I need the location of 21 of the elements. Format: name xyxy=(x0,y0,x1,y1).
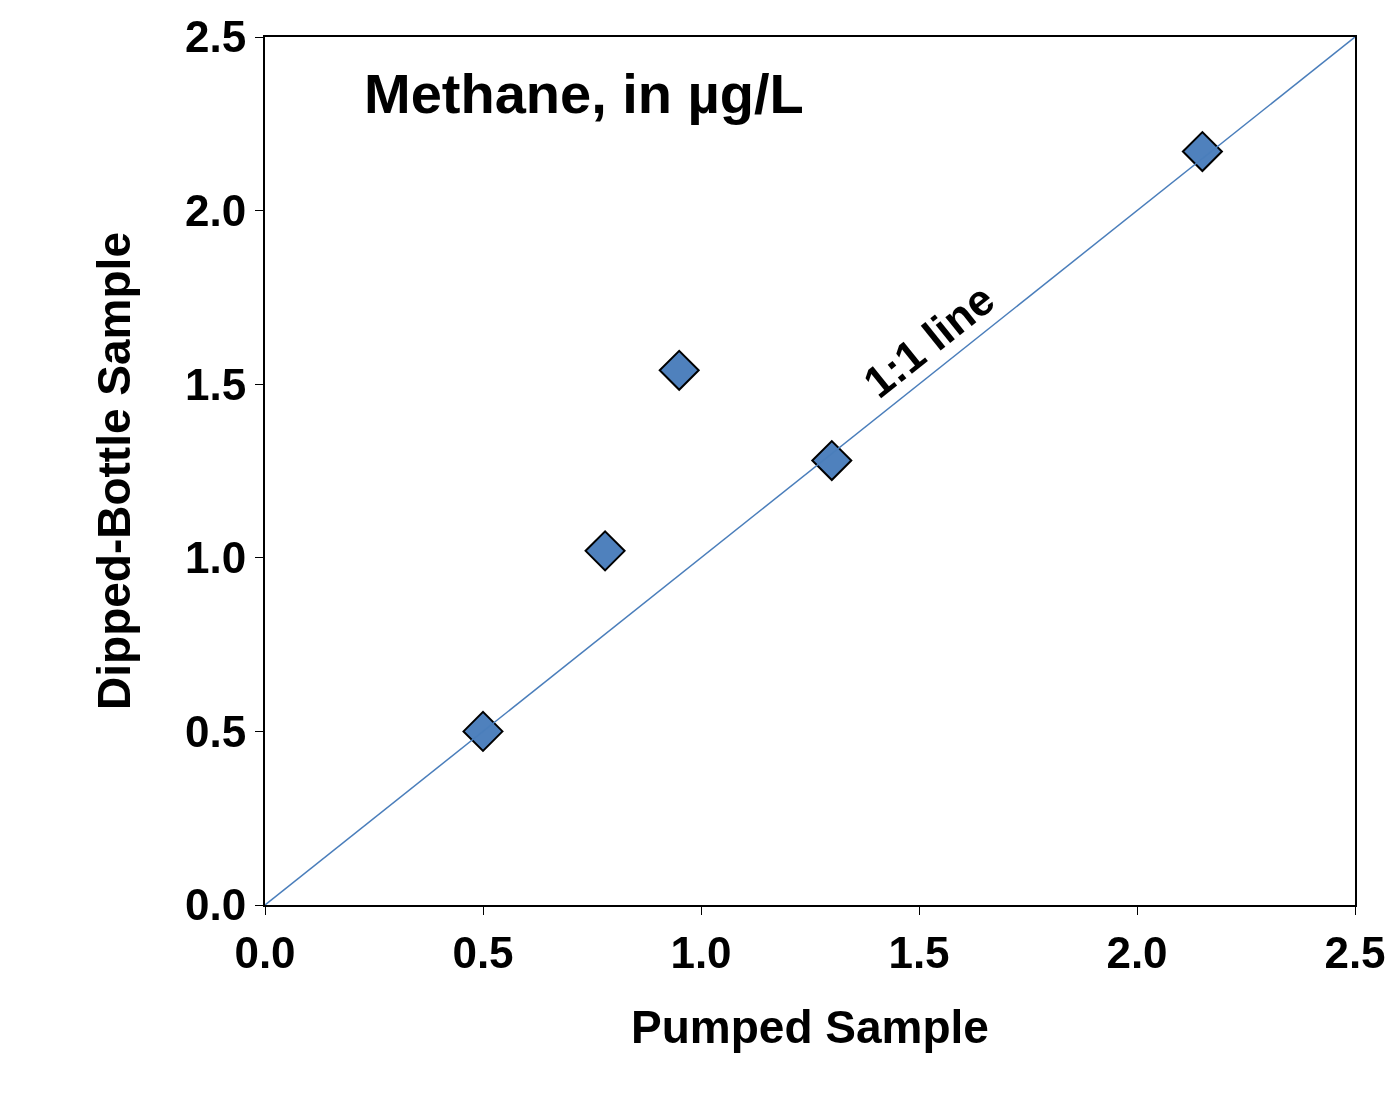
y-tick-label: 1.0 xyxy=(185,533,247,583)
point xyxy=(811,440,853,482)
y-axis-title: Dipped-Bottle Sample xyxy=(87,232,140,710)
x-tick-label: 1.5 xyxy=(888,927,950,977)
y-tick-label: 0.5 xyxy=(185,706,247,756)
y-tick-label: 1.5 xyxy=(185,359,247,409)
annotation: 1:1 line xyxy=(854,274,1004,407)
y-tick-label: 2.0 xyxy=(185,186,247,235)
x-tick-label: 0.0 xyxy=(234,927,296,977)
x-tick-label: 0.5 xyxy=(452,927,514,977)
point xyxy=(462,710,504,752)
point xyxy=(584,530,626,572)
y-tick-label: 2.5 xyxy=(185,12,247,62)
x-tick-label: 1.0 xyxy=(670,927,732,977)
x-tick-label: 2.0 xyxy=(1106,927,1168,977)
point xyxy=(658,349,700,391)
text: Methane, in µg/L xyxy=(364,61,804,125)
y-tick-label: 0.0 xyxy=(185,880,247,930)
x-tick-label: 2.5 xyxy=(1324,927,1386,977)
x-axis-title: Pumped Sample xyxy=(631,1001,989,1053)
point xyxy=(1181,131,1223,173)
